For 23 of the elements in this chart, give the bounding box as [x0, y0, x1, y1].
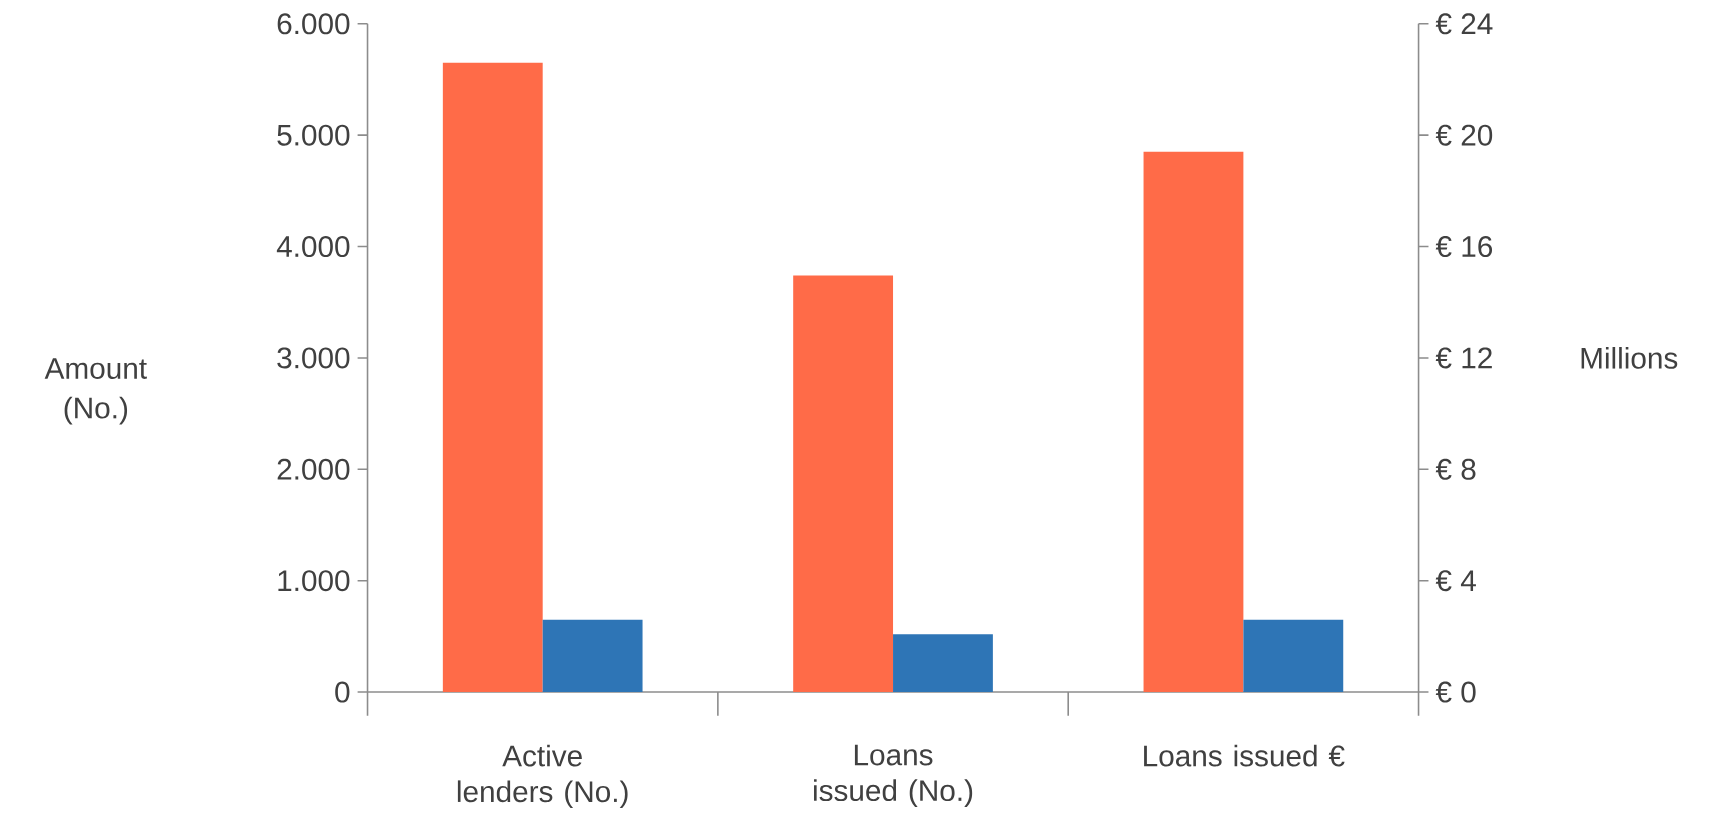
bar — [893, 634, 993, 693]
bar — [542, 619, 643, 693]
x-tick-label: Loans issued (No.) — [814, 744, 973, 807]
y2-tick-label: € 4 — [1435, 570, 1476, 592]
y2-tick-label: € 16 — [1435, 236, 1493, 258]
y2-tick-label: € 0 — [1435, 681, 1476, 703]
y-tick-label: 2.000 — [277, 458, 350, 480]
y-tick-label: 0 — [335, 681, 350, 703]
y2-tick-label: € 12 — [1435, 347, 1492, 369]
y2-axis-title: Millions — [1581, 347, 1678, 369]
y-tick-label: 5.000 — [277, 124, 350, 146]
bar — [793, 275, 894, 693]
y-axis-title: Amount (No.) — [44, 358, 147, 425]
y2-tick-label: € 20 — [1435, 124, 1493, 146]
y-tick-label: 4.000 — [276, 236, 350, 258]
y2-tick-label: € 24 — [1435, 13, 1493, 35]
x-tick-label: Active lenders (No.) — [457, 744, 628, 809]
bar — [442, 62, 543, 693]
y-tick-label: 1.000 — [278, 570, 350, 592]
y-tick-label: 6.000 — [277, 13, 350, 35]
x-tick-label: Loans issued € — [1144, 744, 1345, 767]
y2-tick-label: € 8 — [1435, 458, 1476, 480]
y-tick-label: 3.000 — [277, 347, 350, 369]
